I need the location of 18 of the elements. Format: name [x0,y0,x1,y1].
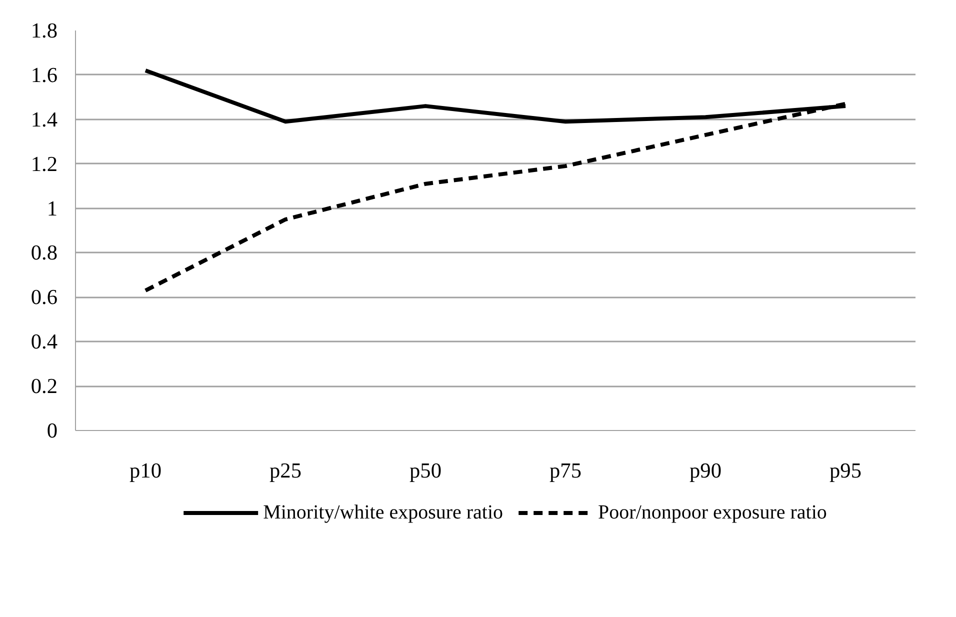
x-tick-label: p75 [550,458,582,482]
y-tick-label: 1.6 [30,62,58,87]
y-tick-label: 0 [46,418,58,442]
x-tick-label: p50 [410,458,442,482]
legend-label: Minority/white exposure ratio [263,501,504,524]
y-tick-label: 0.8 [30,240,58,265]
y-tick-label: 1.4 [30,107,58,132]
y-tick-label: 0.6 [30,285,58,310]
y-tick-label: 1.8 [30,18,58,42]
x-tick-label: p25 [270,458,302,482]
y-tick-label: 0.2 [30,374,58,398]
x-tick-label: p95 [830,458,862,482]
x-tick-label: p90 [690,458,722,482]
y-tick-label: 1.2 [30,152,58,176]
x-tick-label: p10 [130,458,162,482]
legend-label: Poor/nonpoor exposure ratio [598,501,827,524]
y-tick-label: 0.4 [30,330,58,354]
y-tick-label: 1 [46,196,58,220]
